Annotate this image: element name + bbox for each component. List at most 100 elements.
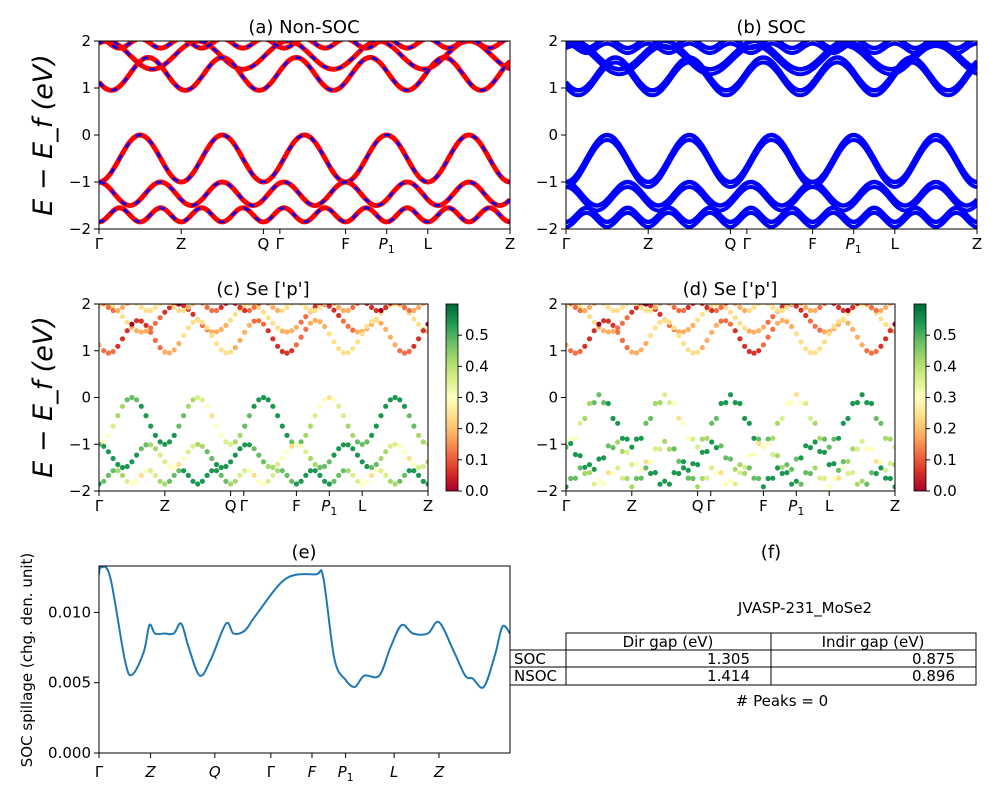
- xtick-label: Γ: [276, 235, 285, 253]
- projected-band-point: [166, 439, 173, 445]
- projected-band-point: [401, 403, 408, 409]
- projected-band-point: [176, 340, 182, 347]
- projected-band-point: [695, 317, 701, 323]
- projected-band-point: [713, 415, 720, 422]
- projected-band-point: [742, 343, 748, 349]
- projected-band-point: [420, 328, 426, 334]
- projected-band-point: [586, 470, 593, 476]
- projected-band-point: [303, 472, 309, 478]
- projected-band-point: [680, 465, 687, 471]
- band-line-soc-split: [566, 210, 977, 229]
- projected-band-point: [615, 325, 621, 331]
- xtick-label: P1: [846, 235, 862, 256]
- projected-band-point: [709, 439, 715, 445]
- projected-band-point: [416, 464, 422, 471]
- projected-band-point: [568, 436, 574, 442]
- projected-band-point: [228, 441, 234, 447]
- projected-band-point: [756, 328, 762, 334]
- projected-band-point: [213, 340, 220, 347]
- projected-band-point: [591, 400, 597, 406]
- projected-band-point: [256, 305, 262, 311]
- projected-band-point: [232, 439, 238, 445]
- projected-band-point: [406, 468, 412, 474]
- projected-band-point: [793, 478, 799, 484]
- projected-band-point: [284, 432, 290, 438]
- ytick-label: −1: [69, 435, 91, 453]
- projected-band-point: [232, 311, 238, 317]
- projected-band-point: [383, 472, 389, 478]
- projected-band-point: [751, 475, 757, 481]
- projected-band-point: [784, 304, 790, 310]
- projected-band-point: [774, 465, 781, 471]
- projected-band-point: [831, 304, 837, 306]
- projected-band-point: [671, 325, 677, 331]
- projected-band-point: [765, 440, 771, 447]
- projected-band-point: [704, 337, 710, 343]
- projected-band-point: [732, 400, 738, 406]
- projected-band-point: [129, 459, 135, 465]
- projected-band-point: [383, 326, 389, 332]
- projected-band-point: [378, 468, 384, 474]
- projected-band-point: [850, 400, 856, 407]
- projected-band-point: [624, 475, 630, 482]
- projected-band-point: [821, 304, 828, 306]
- projected-band-point: [732, 315, 738, 321]
- projected-band-point: [228, 349, 234, 355]
- projected-band-point: [152, 472, 158, 478]
- panel-c-title: (c) Se ['p']: [216, 279, 309, 300]
- projected-band-point: [312, 413, 318, 419]
- projected-band-point: [662, 438, 668, 444]
- projected-band-point: [317, 319, 323, 325]
- projected-band-point: [817, 304, 823, 310]
- projected-band-point: [218, 304, 224, 310]
- projected-band-point: [821, 475, 828, 482]
- projected-band-point: [157, 439, 163, 445]
- projected-band-point: [770, 435, 776, 441]
- projected-band-point: [134, 397, 140, 403]
- projected-band-point: [260, 321, 267, 327]
- projected-band-point: [723, 305, 729, 311]
- projected-band-point: [354, 329, 361, 335]
- projected-band-point: [690, 304, 696, 306]
- projected-band-point: [638, 304, 644, 310]
- projected-band-point: [662, 478, 668, 484]
- projected-band-point: [124, 463, 130, 470]
- projected-band-point: [723, 481, 729, 487]
- projected-band-point: [619, 320, 626, 326]
- projected-band-point: [737, 336, 743, 342]
- projected-band-point: [854, 334, 861, 340]
- xtick-label: Γ: [95, 763, 104, 781]
- projected-band-point: [878, 420, 884, 426]
- projected-band-point: [213, 423, 220, 429]
- projected-band-point: [765, 436, 771, 442]
- projected-band-point: [157, 304, 163, 306]
- band-line-soc-overlay: [99, 206, 510, 224]
- projected-band-point: [836, 435, 842, 441]
- projected-band-point: [817, 448, 823, 455]
- projected-band-point: [110, 304, 116, 310]
- projected-band-point: [101, 478, 107, 484]
- projected-band-point: [817, 475, 823, 481]
- projected-band-point: [181, 468, 187, 474]
- projected-band-point: [742, 470, 748, 477]
- projected-band-point: [152, 446, 158, 452]
- projected-band-point: [718, 318, 724, 324]
- projected-band-point: [657, 304, 663, 306]
- projected-band-point: [566, 444, 569, 450]
- projected-band-point: [228, 317, 234, 323]
- xtick-label: L: [424, 235, 433, 253]
- projected-band-point: [836, 319, 842, 325]
- projected-band-point: [101, 348, 107, 354]
- projected-band-point: [742, 307, 748, 314]
- ytick-label: 1: [548, 342, 558, 360]
- projected-band-point: [690, 475, 696, 482]
- band-line-nsoc: [99, 132, 510, 185]
- projected-band-point: [232, 452, 238, 458]
- projected-band-point: [657, 446, 663, 452]
- projected-band-point: [859, 392, 865, 398]
- projected-band-point: [340, 307, 346, 314]
- projected-band-point: [629, 349, 635, 355]
- projected-band-point: [845, 415, 851, 422]
- projected-band-point: [242, 468, 248, 474]
- projected-band-point: [190, 304, 196, 306]
